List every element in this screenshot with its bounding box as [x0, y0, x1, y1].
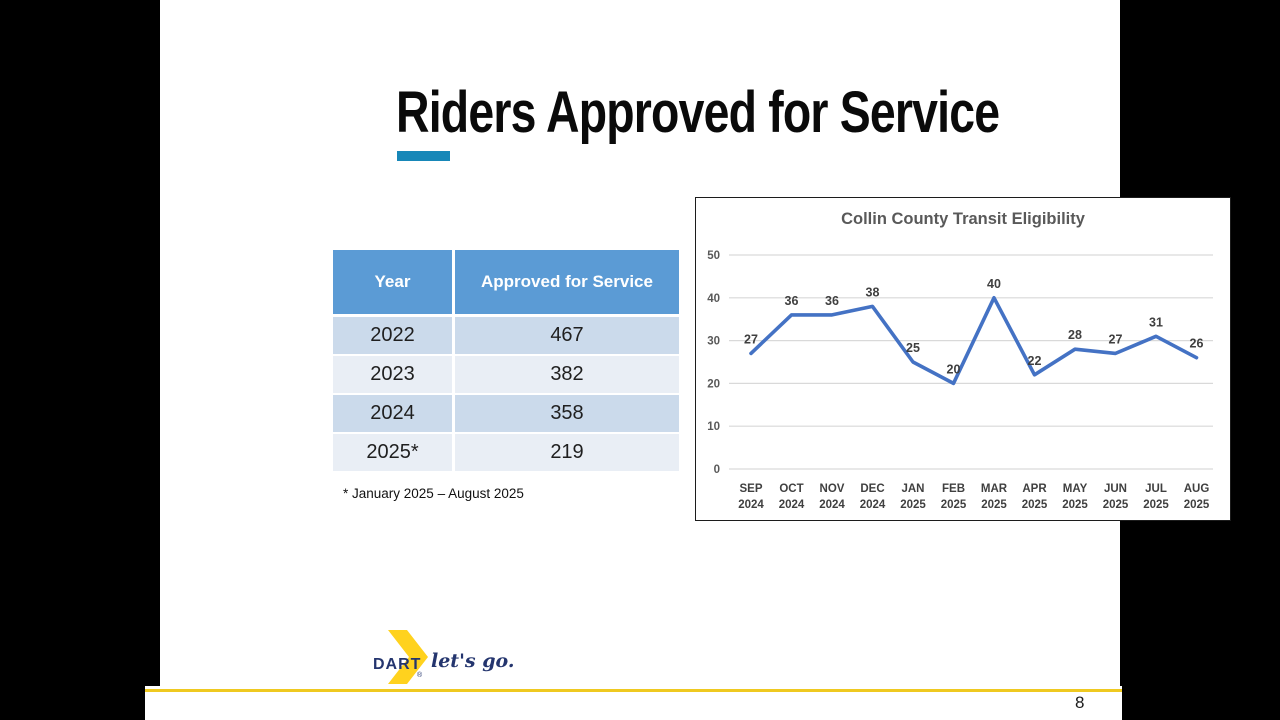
y-axis-tick-label: 50 — [707, 250, 720, 262]
x-axis-month-label: OCT — [779, 483, 803, 495]
x-axis-month-label: NOV — [820, 483, 845, 495]
eligibility-chart: 0 10 20 30 40 50 27 36 36 38 25 20 40 22 28 27 31 26 SEP 20… — [695, 197, 1231, 521]
data-label: 36 — [825, 294, 839, 308]
y-axis-tick-label: 30 — [707, 336, 720, 348]
x-axis-year-label: 2024 — [819, 499, 845, 511]
approved-cell: 467 — [455, 317, 679, 354]
data-label: 28 — [1068, 328, 1082, 342]
x-axis-month-label: JUN — [1104, 483, 1127, 495]
x-axis-year-label: 2025 — [900, 499, 926, 511]
table-row: 2022 467 — [333, 317, 679, 354]
data-label: 31 — [1149, 315, 1163, 329]
data-label: 22 — [1028, 354, 1042, 368]
table-row: 2024 358 — [333, 395, 679, 432]
x-axis-month-label: FEB — [942, 483, 965, 495]
x-axis-year-label: 2025 — [941, 499, 967, 511]
x-axis-year-label: 2024 — [860, 499, 886, 511]
dart-logo-wordmark: DART — [373, 656, 422, 673]
x-axis-year-label: 2025 — [1062, 499, 1088, 511]
data-label: 40 — [987, 277, 1001, 291]
slide-footer: 8 — [145, 686, 1122, 720]
x-axis-month-label: MAR — [981, 483, 1008, 495]
table-row: 2023 382 — [333, 356, 679, 393]
x-axis-year-label: 2024 — [738, 499, 764, 511]
eligibility-chart-plot: 0 10 20 30 40 50 27 36 36 38 25 20 40 22 28 27 31 26 SEP 20… — [707, 250, 1213, 511]
x-axis-month-label: SEP — [739, 483, 762, 495]
data-label: 27 — [744, 332, 758, 346]
y-axis-tick-label: 0 — [714, 464, 720, 476]
table-footnote: * January 2025 – August 2025 — [343, 486, 524, 501]
chart-title: Collin County Transit Eligibility — [841, 210, 1085, 228]
x-axis-year-label: 2025 — [1103, 499, 1129, 511]
x-axis-year-label: 2024 — [779, 499, 805, 511]
table-body: 2022 467 2023 382 2024 358 2025* 219 — [333, 317, 679, 471]
title-accent-bar — [397, 151, 450, 161]
dart-tagline: let's go. — [431, 650, 515, 672]
page-number: 8 — [1075, 693, 1085, 712]
footer-divider-line — [145, 689, 1122, 692]
data-label: 26 — [1190, 337, 1204, 351]
year-cell: 2022 — [333, 317, 452, 354]
approved-column-header: Approved for Service — [455, 250, 679, 314]
approved-cell: 358 — [455, 395, 679, 432]
x-axis-month-label: JUL — [1145, 483, 1167, 495]
riders-approved-table: Year Approved for Service 2022 467 2023 382… — [333, 250, 679, 473]
x-axis-month-label: MAY — [1063, 483, 1088, 495]
eligibility-line-series — [749, 296, 1199, 386]
y-axis-tick-label: 40 — [707, 293, 720, 305]
approved-cell: 382 — [455, 356, 679, 393]
x-axis-year-label: 2025 — [1022, 499, 1048, 511]
dart-arrow-icon — [388, 630, 428, 684]
x-axis-year-label: 2025 — [981, 499, 1007, 511]
x-axis-month-label: JAN — [901, 483, 924, 495]
y-axis-tick-label: 10 — [707, 421, 720, 433]
slide-canvas: Riders Approved for Service Year Approve… — [160, 0, 1231, 720]
x-axis-year-label: 2025 — [1184, 499, 1210, 511]
approved-cell: 219 — [455, 434, 679, 471]
data-label: 20 — [947, 362, 961, 376]
y-axis-tick-label: 20 — [707, 378, 720, 390]
data-label: 38 — [866, 285, 880, 299]
year-cell: 2023 — [333, 356, 452, 393]
slide-title: Riders Approved for Service — [396, 80, 1000, 145]
registered-trademark-symbol: ® — [417, 672, 423, 679]
x-axis-month-label: APR — [1022, 483, 1047, 495]
year-column-header: Year — [333, 250, 452, 314]
x-axis-year-label: 2025 — [1143, 499, 1169, 511]
x-axis-month-label: AUG — [1184, 483, 1210, 495]
year-cell: 2024 — [333, 395, 452, 432]
table-header-row: Year Approved for Service — [333, 250, 679, 314]
data-label: 36 — [785, 294, 799, 308]
data-label: 25 — [906, 341, 920, 355]
data-label: 27 — [1109, 332, 1123, 346]
year-cell: 2025* — [333, 434, 452, 471]
table-row: 2025* 219 — [333, 434, 679, 471]
x-axis-month-label: DEC — [860, 483, 884, 495]
